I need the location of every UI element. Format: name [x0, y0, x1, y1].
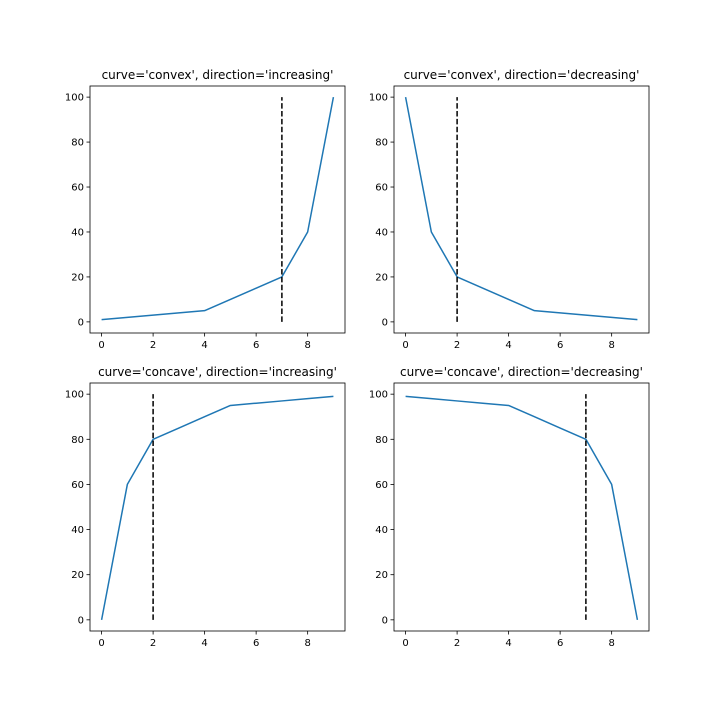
x-tick-label: 8 — [304, 340, 310, 351]
y-tick-label: 40 — [71, 227, 84, 238]
y-tick-label: 80 — [375, 138, 388, 149]
x-tick-label: 8 — [608, 638, 614, 649]
y-tick-label: 0 — [78, 615, 84, 626]
y-tick-label: 60 — [375, 480, 388, 491]
x-tick-label: 2 — [150, 340, 156, 351]
x-tick-label: 0 — [402, 638, 408, 649]
y-tick-label: 100 — [369, 390, 388, 401]
y-tick-label: 100 — [369, 93, 388, 104]
data-line — [405, 395, 639, 620]
x-tick-label: 0 — [98, 340, 104, 351]
subplot-title: curve='concave', direction='increasing' — [98, 365, 337, 379]
subplot-4: curve='concave', direction='decreasing' 0… — [369, 365, 650, 649]
x-tick-label: 0 — [98, 638, 104, 649]
y-tick-label: 0 — [382, 317, 388, 328]
x-tick-label: 4 — [201, 638, 207, 649]
x-tick-label: 0 — [402, 340, 408, 351]
subplot-2: curve='convex', direction='decreasing' 0 2… — [369, 68, 650, 351]
x-tick-label: 8 — [608, 340, 614, 351]
y-tick-label: 0 — [78, 317, 84, 328]
y-tick-label: 100 — [65, 93, 84, 104]
y-tick-label: 80 — [71, 435, 84, 446]
axes-frame — [393, 85, 650, 334]
data-line — [100, 395, 334, 620]
y-tick-label: 80 — [375, 435, 388, 446]
x-tick-label: 8 — [304, 638, 310, 649]
y-tick-label: 40 — [375, 227, 388, 238]
axes-frame — [89, 85, 346, 334]
y-tick-label: 100 — [65, 390, 84, 401]
y-tick-label: 20 — [71, 272, 84, 283]
y-tick-label: 80 — [71, 138, 84, 149]
data-line — [404, 96, 638, 321]
axes-frame — [89, 382, 346, 632]
y-tick-label: 0 — [382, 615, 388, 626]
x-tick-label: 6 — [253, 340, 259, 351]
x-tick-label: 2 — [150, 638, 156, 649]
x-tick-label: 2 — [454, 638, 460, 649]
y-tick-label: 60 — [375, 183, 388, 194]
y-tick-label: 60 — [71, 480, 84, 491]
subplot-title: curve='convex', direction='increasing' — [102, 68, 334, 82]
subplot-3: curve='concave', direction='increasing' 0… — [65, 365, 346, 649]
x-tick-label: 4 — [201, 340, 207, 351]
subplot-title: curve='concave', direction='decreasing' — [400, 365, 643, 379]
data-line — [101, 96, 335, 321]
y-tick-label: 60 — [71, 183, 84, 194]
y-tick-label: 40 — [375, 525, 388, 536]
x-tick-label: 4 — [505, 340, 511, 351]
subplot-title: curve='convex', direction='decreasing' — [404, 68, 640, 82]
y-tick-label: 20 — [71, 570, 84, 581]
y-tick-label: 20 — [375, 272, 388, 283]
subplot-1: curve='convex', direction='increasing' 0 2… — [65, 68, 346, 351]
y-tick-label: 40 — [71, 525, 84, 536]
axes-frame — [393, 382, 650, 632]
x-tick-label: 2 — [454, 340, 460, 351]
y-tick-label: 20 — [375, 570, 388, 581]
x-tick-label: 4 — [505, 638, 511, 649]
x-tick-label: 6 — [557, 340, 563, 351]
x-tick-label: 6 — [557, 638, 563, 649]
x-tick-label: 6 — [253, 638, 259, 649]
